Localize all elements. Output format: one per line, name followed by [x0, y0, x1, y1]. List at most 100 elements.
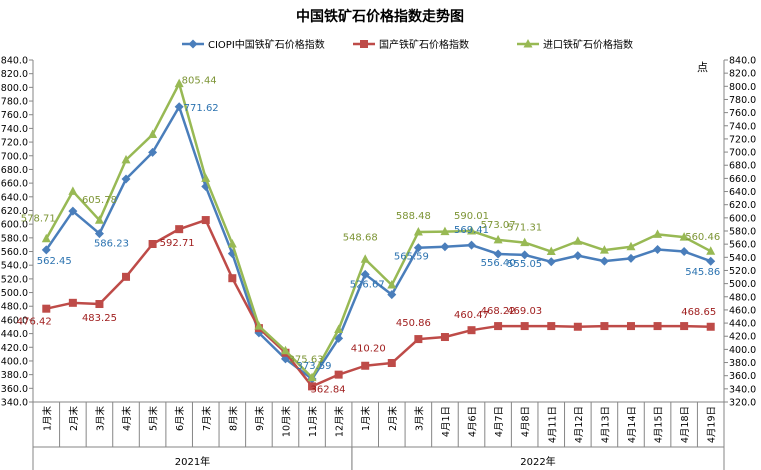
- y-tick-label-left: 480.0: [1, 302, 28, 313]
- data-label: 555.05: [507, 259, 542, 270]
- group-label: 2021年: [175, 455, 210, 468]
- x-tick-label: 8月末: [227, 406, 239, 432]
- data-point: [175, 225, 184, 234]
- y-tick-label-left: 840.0: [1, 56, 28, 67]
- data-point: [174, 102, 184, 112]
- x-tick-label: 4月8日: [521, 406, 532, 437]
- y-tick-label-right: 540.0: [729, 253, 756, 264]
- data-label: 468.65: [681, 307, 716, 318]
- y-tick-label-right: 320.0: [729, 398, 756, 409]
- y-tick-label-left: 580.0: [1, 233, 28, 244]
- legend: CIOPI中国铁矿石价格指数 国产铁矿石价格指数 进口铁矿石价格指数: [182, 38, 633, 51]
- data-point: [68, 206, 78, 216]
- x-tick-label: 4月6日: [468, 406, 479, 437]
- data-point: [228, 274, 237, 283]
- data-point: [599, 245, 609, 254]
- y-tick-label-right: 680.0: [729, 161, 756, 172]
- legend-item: 国产铁矿石价格指数: [353, 38, 469, 51]
- data-point: [493, 234, 503, 244]
- data-label: 375.63: [289, 355, 324, 366]
- group-label: 2022年: [520, 455, 555, 468]
- data-label: 362.84: [311, 384, 346, 395]
- data-label: 571.31: [507, 223, 542, 234]
- data-point: [148, 147, 158, 157]
- y-tick-label-right: 580.0: [729, 227, 756, 238]
- x-tick-label: 10月末: [280, 406, 292, 438]
- data-label: 469.03: [507, 306, 542, 317]
- data-point: [387, 280, 397, 289]
- data-label: 450.86: [396, 318, 431, 329]
- x-tick-label: 4月13日: [600, 406, 611, 443]
- legend-label: CIOPI中国铁矿石价格指数: [208, 38, 325, 51]
- legend-label: 进口铁矿石价格指数: [543, 38, 633, 51]
- data-point: [94, 229, 104, 239]
- y-tick-label-right: 640.0: [729, 187, 756, 198]
- y-tick-label-left: 520.0: [1, 274, 28, 285]
- data-point: [308, 382, 317, 391]
- data-point: [68, 298, 77, 307]
- data-point: [68, 186, 78, 195]
- y-tick-label-right: 340.0: [729, 384, 756, 395]
- plot-area: 562.45 586.23 771.62 373.59 526.67 565.59 569.…: [17, 76, 720, 396]
- data-label: 460.47: [454, 310, 489, 321]
- x-tick-label: 5月末: [148, 406, 160, 432]
- x-tick-label: 6月末: [174, 406, 186, 432]
- data-point: [41, 233, 51, 243]
- data-point: [520, 322, 529, 331]
- data-point: [307, 372, 317, 382]
- y-tick-label-left: 600.0: [1, 220, 28, 231]
- series-2: [41, 78, 716, 382]
- y-tick-label-left: 760.0: [1, 110, 28, 121]
- y-tick-label-left: 420.0: [1, 343, 28, 354]
- y-tick-label-right: 620.0: [729, 200, 756, 211]
- data-point: [414, 335, 423, 344]
- data-point: [706, 256, 716, 266]
- data-point: [413, 243, 423, 253]
- data-point: [413, 227, 423, 236]
- data-label: 573.07: [481, 220, 516, 231]
- data-label: 483.25: [82, 313, 117, 324]
- data-point: [494, 322, 503, 331]
- data-point: [95, 300, 104, 309]
- x-tick-label: 1月末: [41, 406, 53, 432]
- y-tick-label-right: 600.0: [729, 213, 756, 224]
- data-point: [440, 242, 450, 252]
- x-tick-label: 4月12日: [574, 406, 585, 443]
- data-point: [679, 232, 689, 241]
- data-point: [148, 239, 157, 248]
- data-point: [148, 129, 158, 139]
- y-tick-label-left: 620.0: [1, 206, 28, 217]
- data-label: 562.45: [37, 256, 72, 267]
- y-tick-label-right: 800.0: [729, 82, 756, 93]
- series-1: [42, 216, 715, 391]
- data-point: [653, 322, 662, 331]
- data-point: [493, 249, 503, 259]
- data-point: [361, 361, 370, 370]
- y-tick-label-left: 440.0: [1, 329, 28, 340]
- y-tick-label-left: 660.0: [1, 179, 28, 190]
- data-label: 588.48: [396, 211, 431, 222]
- data-label: 476.42: [17, 317, 52, 328]
- y-tick-label-left: 680.0: [1, 165, 28, 176]
- data-point: [42, 304, 51, 313]
- data-point: [122, 272, 131, 281]
- data-label: 526.67: [350, 279, 385, 290]
- x-tick-label: 4月1日: [441, 406, 452, 437]
- data-point: [41, 245, 51, 255]
- data-point: [600, 322, 609, 331]
- series-line: [45, 82, 712, 379]
- data-label: 548.68: [343, 232, 378, 243]
- x-tick-label: 4月11日: [547, 406, 558, 443]
- y-tick-label-right: 840.0: [729, 56, 756, 67]
- data-point: [680, 322, 689, 331]
- y-tick-label-right: 480.0: [729, 292, 756, 303]
- data-label: 410.20: [351, 344, 386, 355]
- y-tick-label-left: 720.0: [1, 138, 28, 149]
- legend-label: 国产铁矿石价格指数: [379, 38, 469, 51]
- y-tick-label-right: 440.0: [729, 319, 756, 330]
- data-label: 560.46: [685, 232, 720, 243]
- data-point: [467, 240, 477, 250]
- data-point: [334, 324, 344, 333]
- x-tick-label: 4月15日: [654, 406, 665, 443]
- data-label: 545.86: [685, 267, 720, 278]
